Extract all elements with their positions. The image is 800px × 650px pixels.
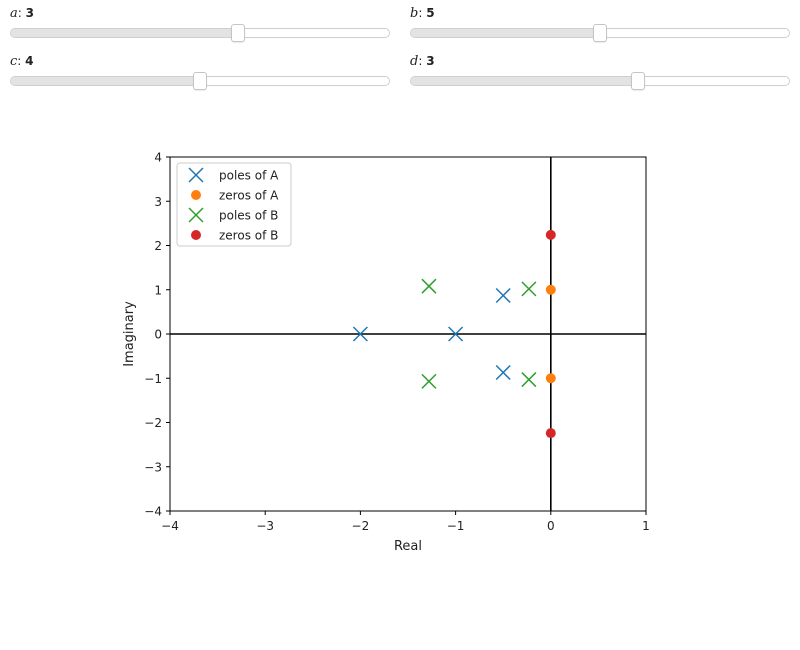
- slider-d[interactable]: d: 3: [410, 48, 790, 90]
- y-tick-label: −4: [144, 505, 162, 519]
- slider-b-value: 5: [426, 6, 435, 20]
- x-axis-label: Real: [394, 539, 422, 554]
- legend-zeros-of-B-dot: [191, 230, 201, 240]
- slider-c-fill: [11, 77, 201, 85]
- poles-of-A-point: [352, 326, 368, 342]
- x-tick-label: −3: [256, 519, 274, 533]
- legend-entry-poles-of-A: poles of A: [188, 167, 279, 183]
- slider-a-name: a: [10, 6, 18, 21]
- legend-label: zeros of B: [219, 229, 278, 243]
- slider-b[interactable]: b: 5: [410, 0, 790, 42]
- legend-poles-of-B-stroke-b: [188, 207, 204, 223]
- poles-of-A-point: [448, 326, 464, 342]
- poles-of-B-stroke-b: [421, 373, 437, 389]
- slider-d-value: 3: [426, 54, 435, 68]
- x-tick-label: 1: [642, 519, 650, 533]
- legend-label: poles of A: [219, 169, 279, 183]
- x-tick-label: −2: [352, 519, 370, 533]
- slider-a[interactable]: a: 3: [10, 0, 390, 42]
- slider-c-handle[interactable]: [193, 72, 207, 90]
- slider-b-handle[interactable]: [593, 24, 607, 42]
- y-tick-label: −2: [144, 416, 162, 430]
- legend-entry-zeros-of-B: zeros of B: [191, 229, 278, 243]
- y-tick-label: 1: [154, 283, 162, 297]
- legend-label: zeros of A: [219, 189, 279, 203]
- poles-of-B-point: [421, 373, 437, 389]
- slider-b-name: b: [410, 6, 419, 21]
- y-tick-label: −1: [144, 372, 162, 386]
- legend: poles of A zeros of A poles of B zeros of B: [176, 162, 292, 247]
- y-tick-label: 4: [154, 151, 162, 165]
- poles-of-A-stroke-b: [495, 287, 511, 304]
- slider-b-fill: [411, 29, 601, 37]
- slider-a-label: a: 3: [10, 6, 34, 21]
- plot-markers: [352, 229, 556, 439]
- slider-d-fill: [411, 77, 639, 85]
- legend-entry-poles-of-B: poles of B: [188, 207, 278, 223]
- zeros-of-B-point: [545, 229, 556, 240]
- x-tick-label: 0: [547, 519, 555, 533]
- y-tick-label: −3: [144, 460, 162, 474]
- poles-of-B-stroke-b: [521, 372, 537, 388]
- poles-of-B-point: [521, 281, 537, 297]
- slider-d-label: d: 3: [410, 54, 435, 69]
- legend-box: [176, 162, 292, 247]
- zeros-of-B-dot: [545, 428, 556, 439]
- poles-of-B-stroke-b: [521, 281, 537, 297]
- y-tick-label: 3: [154, 195, 162, 209]
- zeros-of-A-point: [545, 373, 556, 384]
- slider-d-track[interactable]: [410, 76, 790, 86]
- zeros-of-B-dot: [545, 229, 556, 240]
- x-tick-label: −4: [161, 519, 179, 533]
- poles-of-B-point: [521, 372, 537, 388]
- poles-of-A-point: [495, 364, 511, 381]
- axis-ticks: −4 −3 −2 −1 0 1 −4 −3 −2 −1 0 1 2 3 4: [144, 151, 650, 534]
- x-tick-label: −1: [447, 519, 465, 533]
- zeros-of-B-point: [545, 428, 556, 439]
- poles-of-A-stroke-b: [495, 364, 511, 381]
- poles-of-A-stroke-b: [352, 326, 368, 342]
- y-axis-label: Imaginary: [122, 301, 137, 367]
- slider-d-handle[interactable]: [631, 72, 645, 90]
- slider-a-track[interactable]: [10, 28, 390, 38]
- legend-poles-of-A-stroke-b: [188, 167, 204, 183]
- slider-d-name: d: [410, 54, 419, 69]
- slider-a-handle[interactable]: [231, 24, 245, 42]
- zeros-of-A-dot: [545, 373, 556, 384]
- slider-a-fill: [11, 29, 239, 37]
- slider-c[interactable]: c: 4: [10, 48, 390, 90]
- y-tick-label: 0: [154, 328, 162, 342]
- slider-a-value: 3: [25, 6, 34, 20]
- poles-of-A-point: [495, 287, 511, 304]
- legend-entry-zeros-of-A: zeros of A: [191, 189, 279, 203]
- axes-lines: [170, 157, 646, 511]
- poles-of-A-stroke-b: [448, 326, 464, 342]
- slider-c-value: 4: [25, 54, 34, 68]
- slider-b-label: b: 5: [410, 6, 435, 21]
- zeros-of-A-point: [545, 284, 556, 295]
- slider-c-name: c: [10, 54, 18, 69]
- zeros-of-A-dot: [545, 284, 556, 295]
- slider-c-label: c: 4: [10, 54, 34, 69]
- legend-label: poles of B: [219, 209, 278, 223]
- legend-zeros-of-A-dot: [191, 190, 201, 200]
- poles-of-B-stroke-b: [421, 278, 437, 294]
- y-tick-label: 2: [154, 239, 162, 253]
- poles-of-B-point: [421, 278, 437, 294]
